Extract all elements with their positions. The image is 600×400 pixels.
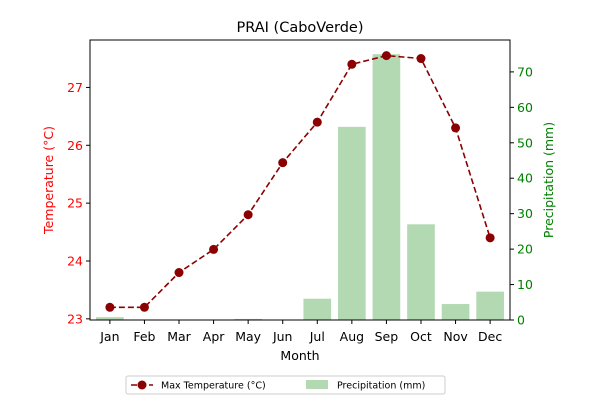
left-y-tick-label: 27: [67, 80, 83, 95]
x-tick-label: Feb: [133, 329, 155, 344]
precipitation-bar: [234, 318, 262, 320]
right-y-tick-label: 60: [517, 100, 533, 115]
temperature-point: [278, 158, 288, 168]
x-tick-label: Aug: [340, 329, 364, 344]
legend-frame: [125, 375, 446, 395]
x-tick-label: Nov: [443, 329, 468, 344]
x-tick-label: Dec: [478, 329, 502, 344]
left-y-tick-label: 25: [67, 196, 83, 211]
precipitation-bar: [372, 54, 401, 320]
right-y-tick-label: 20: [517, 242, 533, 257]
temperature-point: [416, 54, 426, 64]
temperature-point: [381, 51, 391, 61]
left-y-tick-label: 23: [67, 311, 83, 326]
x-tick-label: Mar: [167, 329, 191, 344]
legend-temperature-marker: [137, 380, 147, 390]
x-tick-label: Sep: [375, 329, 399, 344]
temperature-line: [109, 54, 491, 309]
left-y-tick-label: 24: [67, 253, 83, 268]
right-y-tick-label: 40: [517, 171, 533, 186]
precipitation-bar: [338, 126, 366, 320]
right-y-tick-label: 30: [517, 206, 533, 221]
precipitation-bar: [96, 317, 124, 320]
right-axis-label: Precipitation (mm): [541, 122, 556, 238]
right-y-tick-label: 50: [517, 135, 533, 150]
plot-frame: [89, 39, 511, 321]
x-tick-label: Jun: [272, 329, 293, 344]
temperature-point: [243, 210, 253, 220]
right-y-tick-label: 10: [517, 277, 533, 292]
temperature-point: [139, 302, 149, 312]
chart-title: PRAI (CaboVerde): [237, 20, 364, 36]
x-tick-label: Apr: [203, 329, 225, 344]
right-y-tick-label: 0: [517, 313, 525, 328]
legend-precipitation-swatch: [306, 380, 328, 389]
legend-label: Precipitation (mm): [337, 381, 425, 392]
left-axis-label: Temperature (°C): [41, 126, 56, 235]
temperature-point: [209, 244, 219, 254]
temperature-point: [312, 117, 322, 127]
x-tick-label: Jul: [309, 329, 325, 344]
temperature-point: [105, 302, 115, 312]
temperature-point: [174, 268, 184, 278]
temperature-point: [451, 123, 461, 133]
x-axis-label: Month: [280, 348, 319, 363]
precipitation-bar: [407, 224, 435, 320]
precipitation-bar: [476, 291, 504, 320]
x-tick-label: Jan: [99, 329, 119, 344]
precipitation-bar: [441, 304, 470, 320]
x-tick-label: Oct: [410, 329, 432, 344]
left-y-tick-label: 26: [67, 138, 83, 153]
x-tick-label: May: [235, 329, 261, 344]
temperature-point: [485, 233, 495, 243]
legend: Max Temperature (°C) Precipitation (mm): [125, 375, 446, 395]
temperature-point: [347, 59, 357, 69]
precipitation-bar: [303, 298, 332, 320]
right-y-tick-label: 70: [517, 64, 533, 79]
legend-label: Max Temperature (°C): [161, 381, 266, 392]
